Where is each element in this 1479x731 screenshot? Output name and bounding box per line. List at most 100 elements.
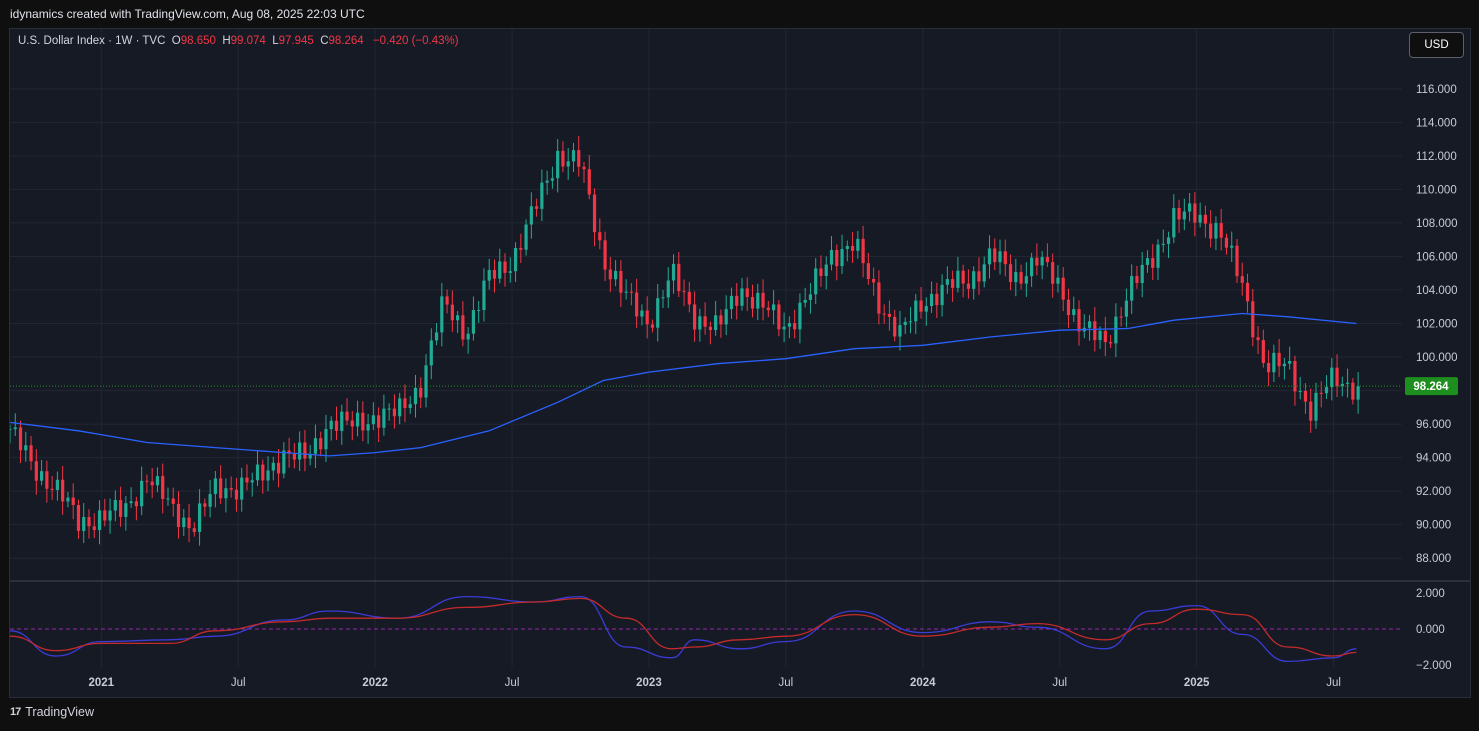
candle-body xyxy=(197,503,202,532)
candle-body xyxy=(503,261,507,273)
candle-body xyxy=(808,294,813,300)
candle-body xyxy=(240,477,244,500)
candle-body xyxy=(782,326,786,330)
candle-body xyxy=(1235,245,1239,277)
candle-body xyxy=(1256,337,1260,341)
candle-body xyxy=(345,411,349,421)
candle-body xyxy=(161,476,165,500)
candle-body xyxy=(824,264,828,277)
candle-body xyxy=(492,269,497,279)
candle-body xyxy=(766,307,770,311)
candle-body xyxy=(108,510,112,521)
candle-body xyxy=(940,284,944,306)
candle-body xyxy=(677,263,681,292)
candle-body xyxy=(377,415,381,428)
candle-body xyxy=(1293,360,1297,392)
candle-body xyxy=(1145,258,1150,265)
candle-body xyxy=(929,293,934,307)
moving-average-line xyxy=(9,312,1357,457)
candle-body xyxy=(1045,257,1050,263)
candle-body xyxy=(613,270,618,280)
candle-body xyxy=(440,296,444,333)
tradingview-footer[interactable]: 17 TradingView xyxy=(10,705,94,719)
candle-body xyxy=(924,306,928,312)
candle-body xyxy=(71,497,75,506)
candle-body xyxy=(1008,264,1013,283)
candle-body xyxy=(1230,245,1234,248)
candle-body xyxy=(1166,237,1171,244)
candle-body xyxy=(956,270,960,288)
candle-body xyxy=(292,453,296,460)
y-tick-label: 108.000 xyxy=(1416,218,1458,230)
candle-body xyxy=(61,479,65,502)
candle-body xyxy=(1188,203,1192,212)
candle-body xyxy=(993,248,997,263)
candle-body xyxy=(1014,272,1018,283)
candle-body xyxy=(13,427,17,430)
candle-body xyxy=(845,245,849,250)
candle-body xyxy=(450,304,454,321)
candle-body xyxy=(498,261,502,279)
y-tick-label: 106.000 xyxy=(1416,251,1458,263)
candle-body xyxy=(1266,363,1271,373)
candle-body xyxy=(255,464,260,481)
candle-body xyxy=(866,263,870,279)
candle-body xyxy=(524,224,528,250)
candle-body xyxy=(1019,272,1023,284)
candle-body xyxy=(1219,223,1223,238)
candle-body xyxy=(566,161,570,167)
candle-body xyxy=(224,488,228,499)
candle-body xyxy=(951,279,955,288)
candle-body xyxy=(1098,330,1102,341)
candle-body xyxy=(903,321,907,326)
candle-body xyxy=(1251,301,1255,338)
candle-body xyxy=(387,408,391,410)
currency-button[interactable]: USD xyxy=(1409,32,1464,58)
candle-body xyxy=(429,340,433,366)
chart-header: idynamics created with TradingView.com, … xyxy=(0,0,1479,28)
candle-body xyxy=(893,316,897,337)
candle-body xyxy=(461,315,465,340)
candle-body xyxy=(692,304,697,330)
candle-body xyxy=(355,412,360,427)
candle-body xyxy=(192,528,196,532)
candle-body xyxy=(556,150,560,179)
x-tick-label: 2024 xyxy=(910,677,936,689)
candle-body xyxy=(97,510,102,531)
candle-body xyxy=(1351,382,1355,400)
tradingview-brand: TradingView xyxy=(25,705,95,719)
candle-body xyxy=(445,296,449,305)
candle-body xyxy=(234,489,239,500)
candle-body xyxy=(1103,330,1107,343)
candle-body xyxy=(1330,367,1334,388)
candle-body xyxy=(887,313,892,317)
candle-body xyxy=(1109,342,1113,344)
candle-body xyxy=(403,398,407,408)
candle-body xyxy=(1272,352,1276,373)
candle-body xyxy=(76,505,81,531)
candle-body xyxy=(1356,386,1360,400)
y-tick-label: 90.000 xyxy=(1416,520,1451,532)
candle-body xyxy=(714,315,718,331)
candle-body xyxy=(334,420,339,431)
candle-body xyxy=(1203,214,1207,224)
candle-body xyxy=(840,249,844,267)
candle-body xyxy=(708,326,712,331)
candle-body xyxy=(1303,390,1308,402)
legend-high-value: 99.074 xyxy=(230,35,266,47)
candle-body xyxy=(919,300,923,312)
candle-body xyxy=(1282,363,1286,367)
candle-body xyxy=(977,271,981,282)
candle-body xyxy=(1345,382,1350,384)
symbol-legend: U.S. Dollar Index · 1W · TVC O98.650 H99… xyxy=(18,35,459,47)
candle-body xyxy=(519,247,523,250)
candle-body xyxy=(434,332,439,341)
candle-body xyxy=(535,206,539,209)
candle-body xyxy=(1056,277,1060,284)
candle-body xyxy=(140,480,144,507)
candle-body xyxy=(1324,387,1329,394)
candle-body xyxy=(582,166,586,170)
candle-body xyxy=(50,488,54,490)
candle-body xyxy=(603,240,607,270)
